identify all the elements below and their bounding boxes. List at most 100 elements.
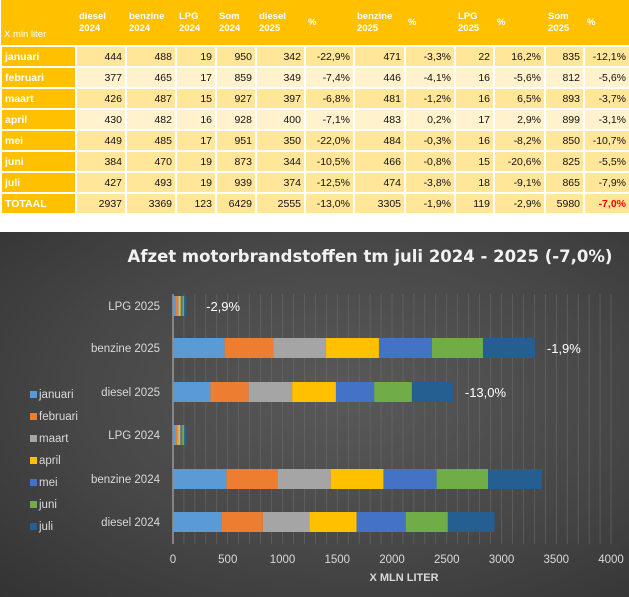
table-cell: 470 <box>125 150 177 173</box>
table-cell: 15 <box>454 150 495 173</box>
x-axis-title: X MLN LITER <box>369 572 438 584</box>
table-cell: 446 <box>353 66 406 89</box>
table-cell: 16 <box>175 108 217 131</box>
table-cell: 483 <box>353 108 406 131</box>
bar-segment-april <box>330 469 384 489</box>
category-label: benzine 2024 <box>91 474 161 486</box>
row-label: januari <box>0 45 77 68</box>
table-cell: 3369 <box>125 192 177 215</box>
x-tick-label: 1500 <box>324 554 350 566</box>
column-header: % <box>405 0 455 46</box>
row-label: maart <box>0 87 77 110</box>
chart-title: Afzet motorbrandstoffen tm juli 2024 - 2… <box>128 247 613 266</box>
bar-segment-februari <box>221 512 263 532</box>
table-row: februari 377 465 17 859 349 -7,4% 446 -4,1% 16 -5,… <box>0 66 629 89</box>
table-cell: 430 <box>75 108 127 131</box>
table-cell: 0,2% <box>404 108 456 131</box>
table-cell: 825 <box>544 150 585 173</box>
legend-swatch <box>30 413 37 420</box>
row-label: juni <box>0 150 77 173</box>
legend-swatch <box>30 523 37 530</box>
bar-segment-februari <box>226 469 278 489</box>
bar-segment-juli <box>411 382 453 402</box>
legend-swatch <box>30 457 37 464</box>
bar-segment-juni <box>374 382 412 402</box>
table-cell: 19 <box>175 45 217 68</box>
table-cell: -0,3% <box>404 129 456 152</box>
table-cell: 481 <box>353 87 406 110</box>
x-tick-label: 3500 <box>543 554 569 566</box>
table-cell: -13,0% <box>304 192 355 215</box>
table-cell: 487 <box>125 87 177 110</box>
table-cell: 939 <box>215 171 257 194</box>
column-header: benzine 2024 <box>126 0 176 46</box>
bar-segment-juli <box>447 512 495 532</box>
table-cell: 16,2% <box>493 45 546 68</box>
table-row: TOTAAL 2937 3369 123 6429 2555 -13,0% 3305 -1,9%… <box>0 192 629 215</box>
table-cell: -4,1% <box>404 66 456 89</box>
bar-segment-februari <box>175 296 178 316</box>
table-cell: 17 <box>175 66 217 89</box>
table-cell: 465 <box>125 66 177 89</box>
row-label: februari <box>0 66 77 89</box>
bar-segment-april <box>309 512 357 532</box>
bar-segment-maart <box>262 512 310 532</box>
bar-segment-mei <box>378 338 432 358</box>
table-cell: 928 <box>215 108 257 131</box>
bar-segment-januari <box>173 469 227 489</box>
column-header: diesel 2025 <box>256 0 305 46</box>
data-label: -2,9% <box>206 299 240 314</box>
table-cell: 951 <box>215 129 257 152</box>
bar-segment-maart <box>273 338 327 358</box>
column-header: % <box>305 0 354 46</box>
table-cell: 812 <box>544 66 585 89</box>
table-cell: -12,5% <box>304 171 355 194</box>
column-header: LPG 2025 <box>455 0 494 46</box>
table-cell: -5,5% <box>583 150 629 173</box>
bar-segment-juli <box>482 338 535 358</box>
bar-segment-april <box>292 382 336 402</box>
bar-segment-juni <box>405 512 448 532</box>
table-cell: 19 <box>175 150 217 173</box>
x-tick-label: 2500 <box>434 554 460 566</box>
bar-segment-mei <box>180 425 183 445</box>
column-header: Som 2025 <box>545 0 584 46</box>
table-cell: -1,9% <box>404 192 456 215</box>
table-cell: -7,9% <box>583 171 629 194</box>
legend-item: mei <box>39 477 58 489</box>
table-cell: 488 <box>125 45 177 68</box>
table-header-row: X mln liter diesel 2024 benzine 2024 LPG 20… <box>1 0 629 46</box>
table-cell: 444 <box>75 45 127 68</box>
table-cell: 19 <box>175 171 217 194</box>
table-cell: 16 <box>454 87 495 110</box>
bar-segment-juni <box>431 338 483 358</box>
table-cell: 927 <box>215 87 257 110</box>
table-cell: 6,5% <box>493 87 546 110</box>
table-cell: 342 <box>255 45 306 68</box>
table-cell: 400 <box>255 108 306 131</box>
bar-segment-januari <box>173 382 211 402</box>
legend-item: april <box>39 455 61 467</box>
legend-item: juni <box>38 499 57 511</box>
table-cell: 6429 <box>215 192 257 215</box>
bar-segment-februari <box>210 382 249 402</box>
table-cell: -20,6% <box>493 150 546 173</box>
bar-segment-april <box>326 338 379 358</box>
table-cell: -22,9% <box>304 45 355 68</box>
table-cell: 865 <box>544 171 585 194</box>
table-cell: 474 <box>353 171 406 194</box>
table-cell: 17 <box>454 108 495 131</box>
table-cell: -5,6% <box>583 66 629 89</box>
table-cell: 471 <box>353 45 406 68</box>
legend-item: januari <box>38 389 74 401</box>
column-header: LPG 2024 <box>176 0 216 46</box>
bar-segment-februari <box>224 338 274 358</box>
x-tick-label: 0 <box>170 554 176 566</box>
table-cell: 22 <box>454 45 495 68</box>
table-cell: -10,5% <box>304 150 355 173</box>
legend-swatch <box>30 501 37 508</box>
table-cell: 835 <box>544 45 585 68</box>
table-cell: -3,3% <box>404 45 456 68</box>
table-cell: 377 <box>75 66 127 89</box>
bar-segment-januari <box>173 512 222 532</box>
